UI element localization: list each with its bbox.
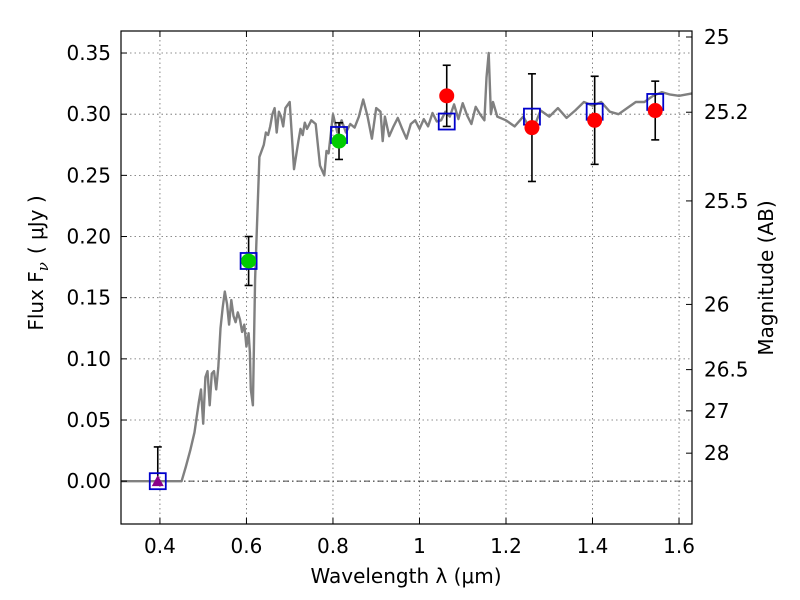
spectrum-layer [121, 51, 693, 483]
y-tick-label: 0.20 [66, 225, 111, 249]
y-tick-label: 0.05 [66, 408, 111, 432]
y-tick-label: 0.00 [66, 469, 111, 493]
y-tick-label: 0.15 [66, 286, 111, 310]
y-tick-label: 0.25 [66, 163, 111, 187]
right-tick-label: 28 [704, 441, 729, 465]
svg-text:Flux Fν( μJy ): Flux Fν ( μJy ) [24, 195, 52, 330]
y-axis-label-units: ( μJy ) [24, 195, 48, 254]
y-axis-label-text: Flux F [24, 271, 48, 330]
x-tick-label: 1.2 [490, 534, 522, 558]
right-tick-label: 26.5 [704, 358, 749, 382]
observed-point-red [647, 103, 663, 119]
x-tick-label: 1.4 [577, 534, 609, 558]
x-tick-label: 0.4 [144, 534, 176, 558]
model-photometry-square [239, 252, 258, 270]
x-tick-label: 0.8 [317, 534, 349, 558]
x-axis-label: Wavelength λ (μm) [310, 564, 501, 588]
x-tick-label: 1 [413, 534, 426, 558]
grid-layer [121, 31, 692, 524]
observed-point-red [587, 112, 603, 128]
y-tick-label: 0.30 [66, 102, 111, 126]
right-axis-label: Magnitude (AB) [754, 200, 778, 355]
observed-point-green [331, 133, 347, 149]
model-photometry-square [148, 472, 167, 491]
model-photometry-square [437, 112, 456, 131]
right-tick-label: 27 [704, 399, 729, 423]
y-tick-label: 0.35 [66, 41, 111, 65]
observed-point-red [524, 120, 540, 136]
ticks-layer: 0.4 0.6 0.8 1 1.2 1.4 1.6 0.00 0.05 0.10 0.15 0.20 0… [66, 25, 748, 558]
right-tick-label: 25.5 [704, 189, 749, 213]
right-tick-label: 25.2 [704, 100, 749, 124]
points-layer [148, 64, 665, 491]
observed-point-green [241, 253, 257, 269]
x-tick-label: 0.6 [231, 534, 263, 558]
right-tick-label: 26 [704, 292, 729, 316]
plot-frame [120, 30, 693, 525]
y-axis-label-subscript: ν [34, 262, 52, 271]
upper-limit-triangle [151, 475, 164, 487]
observed-point-red [439, 88, 455, 104]
x-tick-label: 1.6 [663, 534, 695, 558]
y-axis-label: Flux Fν ( μJy ) [24, 195, 52, 330]
y-tick-label: 0.10 [66, 347, 111, 371]
model-spectrum-line [121, 51, 693, 483]
right-tick-label: 25 [704, 25, 729, 49]
